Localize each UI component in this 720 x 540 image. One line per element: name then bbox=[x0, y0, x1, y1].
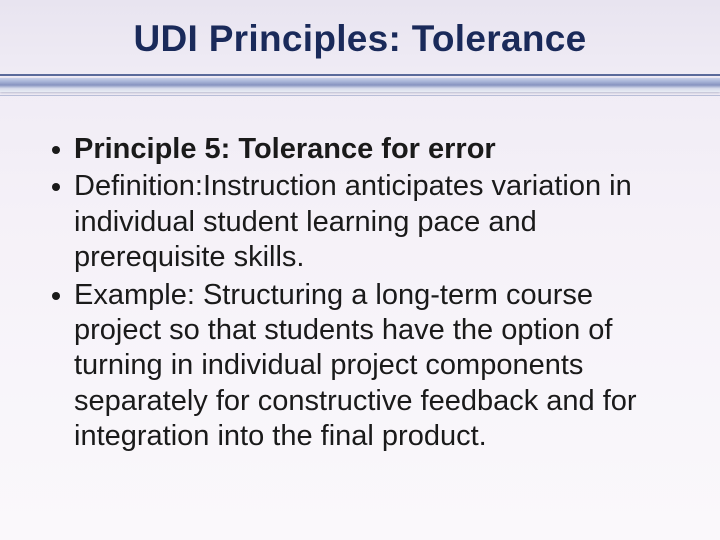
bullet-item: Example: Structuring a long-term course … bbox=[52, 278, 668, 455]
slide-title: UDI Principles: Tolerance bbox=[0, 0, 720, 74]
bullet-icon bbox=[52, 183, 60, 191]
bullet-text: Definition:Instruction anticipates varia… bbox=[74, 169, 668, 275]
title-divider bbox=[0, 74, 720, 96]
slide: UDI Principles: Tolerance Principle 5: T… bbox=[0, 0, 720, 540]
bullet-item: Definition:Instruction anticipates varia… bbox=[52, 169, 668, 275]
bullet-icon bbox=[52, 146, 60, 154]
bullet-text: Principle 5: Tolerance for error bbox=[74, 132, 668, 167]
bullet-text: Example: Structuring a long-term course … bbox=[74, 278, 668, 455]
slide-body: Principle 5: Tolerance for error Definit… bbox=[0, 96, 720, 454]
bullet-icon bbox=[52, 292, 60, 300]
bullet-item: Principle 5: Tolerance for error bbox=[52, 132, 668, 167]
